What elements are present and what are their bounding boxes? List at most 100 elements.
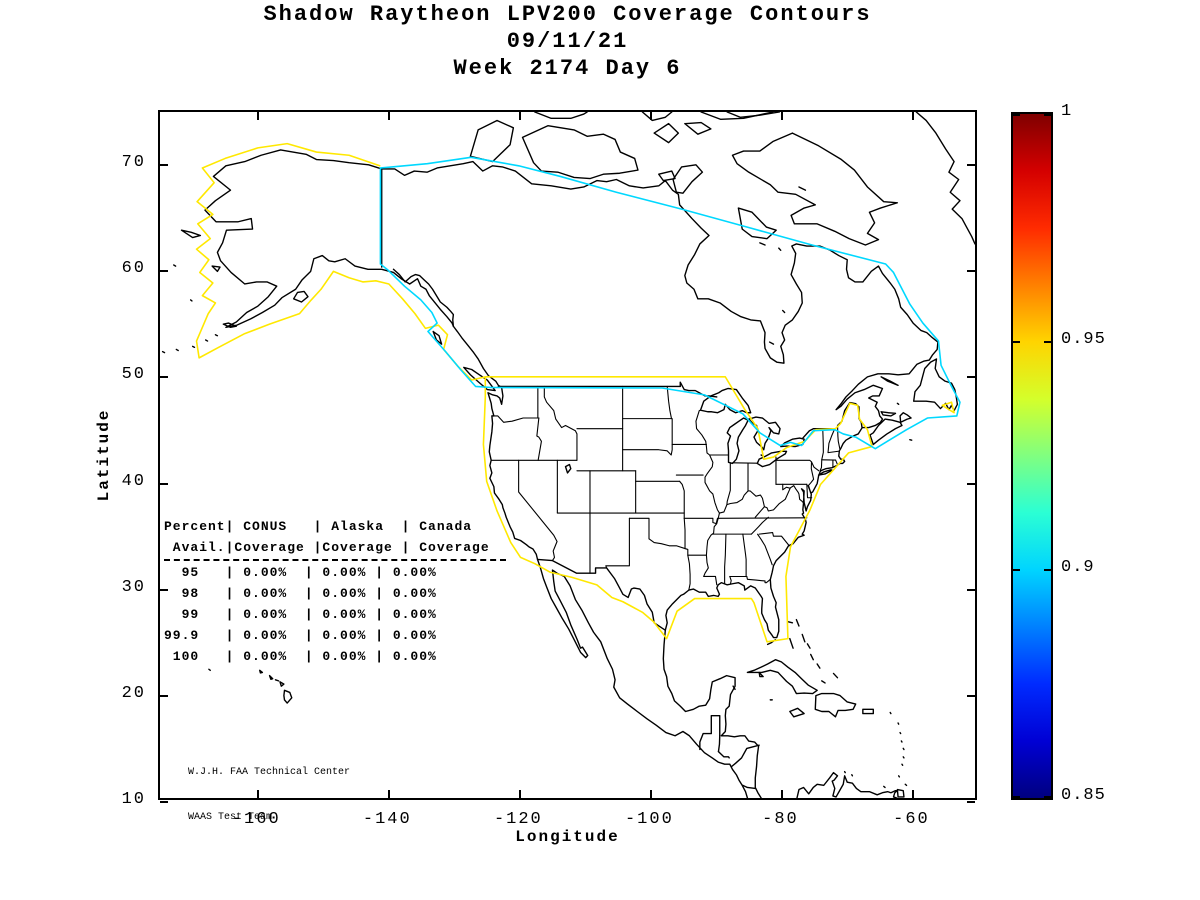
- coastlines-path: [821, 680, 826, 684]
- table-row: 95 | 0.00% | 0.00% | 0.00%: [164, 565, 437, 580]
- coastlines-path: [814, 692, 857, 718]
- state-borders-path: [695, 420, 721, 577]
- coastlines-path: [832, 672, 839, 679]
- x-tick-label: -140: [362, 810, 412, 829]
- coastlines-path: [796, 771, 899, 798]
- coastlines-path: [173, 264, 177, 267]
- coastlines-path: [534, 112, 588, 120]
- state-borders-path: [819, 428, 824, 472]
- map-canvas: [161, 112, 975, 798]
- state-borders-path: [679, 480, 685, 519]
- y-tick-label: 50: [121, 365, 146, 385]
- state-borders-path: [628, 517, 650, 540]
- y-tick-label: 60: [121, 259, 146, 279]
- table-row: 100 | 0.00% | 0.00% | 0.00%: [164, 649, 437, 664]
- national-borders-path: [731, 744, 760, 768]
- coastlines-path: [564, 463, 572, 474]
- coastlines-path: [897, 722, 900, 725]
- colorbar-tick-mark: [1013, 341, 1020, 343]
- figure-week-subtitle: Week 2174 Day 6: [453, 56, 682, 81]
- coastlines-path: [880, 411, 897, 417]
- coastlines-path: [869, 418, 903, 446]
- coastlines-path: [896, 402, 900, 405]
- state-borders-path: [518, 459, 558, 562]
- coastlines-path: [915, 112, 975, 245]
- coastlines-path: [732, 685, 736, 691]
- y-tick-mark-left: [160, 376, 168, 379]
- coastlines-path: [806, 643, 811, 649]
- coastlines-path: [279, 681, 285, 687]
- state-borders-path: [543, 385, 578, 461]
- coastlines-path: [904, 783, 908, 787]
- x-tick-label: -100: [624, 810, 674, 829]
- coastlines-path: [900, 740, 903, 743]
- coastlines-path: [211, 265, 221, 273]
- x-tick-label: -120: [493, 810, 543, 829]
- coastlines-path: [801, 633, 806, 643]
- coastlines-path: [700, 112, 774, 121]
- coastlines-path: [756, 450, 788, 468]
- state-borders-path: [622, 418, 673, 456]
- x-axis-label: Longitude: [515, 828, 620, 846]
- national-borders-path: [392, 268, 455, 327]
- coastlines-path: [899, 731, 902, 735]
- y-tick-mark-right: [967, 376, 975, 379]
- national-borders-path: [536, 558, 667, 631]
- state-borders-path: [729, 575, 771, 584]
- y-tick-mark-left: [160, 588, 168, 591]
- state-borders-path: [695, 409, 702, 422]
- contour-95-path: [482, 376, 873, 643]
- coastlines-path: [817, 469, 833, 476]
- state-borders-path: [683, 517, 686, 550]
- x-tick-mark-bottom: [257, 790, 260, 798]
- y-tick-mark-left: [160, 482, 168, 485]
- coastlines-path: [726, 112, 781, 118]
- y-tick-mark-left: [160, 270, 168, 273]
- coastlines-path: [748, 416, 781, 451]
- state-borders-path: [806, 483, 813, 499]
- x-tick-mark-top: [912, 112, 915, 120]
- y-tick-label: 20: [121, 683, 146, 703]
- state-borders-path: [684, 548, 707, 556]
- coastlines-path: [381, 160, 939, 429]
- coastlines-path: [208, 668, 211, 672]
- coverage-table: Percent| CONUS | Alaska | Canada Avail.|…: [164, 516, 506, 667]
- coastlines-path: [222, 322, 238, 329]
- national-borders: [381, 168, 863, 790]
- colorbar-gradient: [1013, 114, 1051, 798]
- coastlines-path: [758, 671, 764, 678]
- state-borders-path: [775, 459, 820, 472]
- x-tick-mark-bottom: [781, 790, 784, 798]
- coastlines-path: [759, 242, 766, 246]
- colorbar-tick-mark: [1013, 114, 1020, 116]
- y-tick-label: 30: [121, 577, 146, 597]
- state-borders-path: [807, 461, 815, 487]
- coastlines-path: [432, 330, 443, 345]
- figure-date-subtitle: 09/11/21: [506, 29, 629, 54]
- national-borders-path: [679, 381, 718, 398]
- y-tick-mark-right: [967, 588, 975, 591]
- table-row: 98 | 0.00% | 0.00% | 0.00%: [164, 586, 437, 601]
- national-borders-path: [717, 750, 730, 759]
- state-borders-path: [835, 459, 838, 465]
- coastlines-path: [851, 774, 854, 777]
- coastlines-path: [641, 112, 673, 122]
- colorbar-tick-label: 0.9: [1061, 558, 1095, 577]
- coastlines-path: [672, 164, 704, 194]
- coastlines-path: [746, 659, 818, 695]
- colorbar-tick-mark: [1013, 569, 1020, 571]
- table-row: 99 | 0.00% | 0.00% | 0.00%: [164, 607, 437, 622]
- national-borders-path: [717, 735, 721, 753]
- coastlines-path: [268, 674, 274, 680]
- credit-text: W.J.H. FAA Technical Center WAAS Test Te…: [188, 735, 350, 855]
- coastlines-path: [180, 229, 202, 239]
- y-tick-label: 40: [121, 471, 146, 491]
- state-borders-path: [827, 450, 840, 454]
- y-tick-mark-right: [967, 801, 975, 803]
- coastlines-path: [789, 707, 805, 718]
- state-borders-path: [726, 462, 731, 506]
- colorbar-tick-label: 0.95: [1061, 330, 1106, 349]
- coastlines-path: [862, 708, 874, 715]
- colorbar-tick-mark: [1044, 114, 1051, 116]
- state-borders-path: [687, 554, 691, 591]
